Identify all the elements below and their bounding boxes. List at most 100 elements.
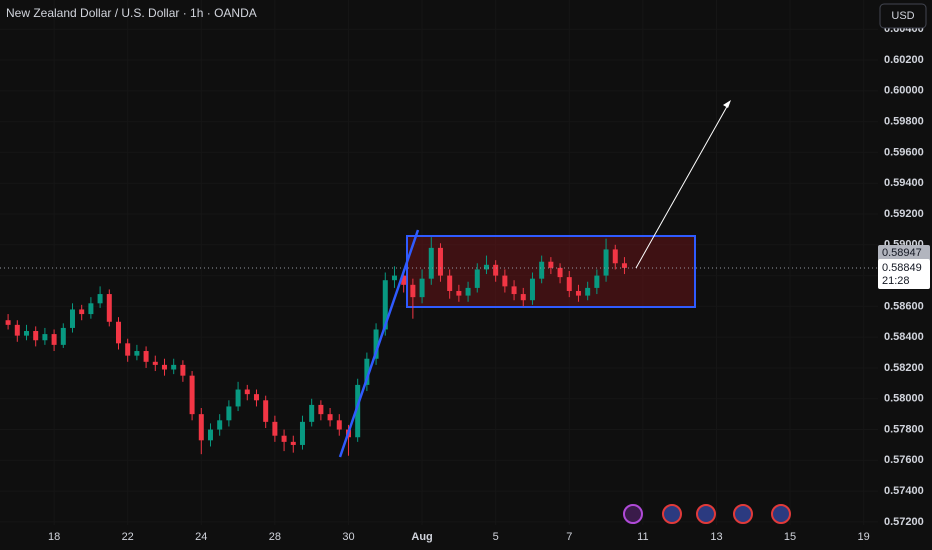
candle-body [171,364,177,370]
arrow-head [723,100,731,108]
candle-body [88,303,94,315]
candle-body [391,275,397,281]
candle-body [97,294,103,304]
projection-arrow [635,102,730,269]
event-icon[interactable] [623,504,643,524]
candle-body [410,284,416,298]
candle-body [244,389,250,395]
candles-layer [0,237,878,456]
candle-body [318,404,324,415]
candle-body [382,280,388,330]
candle-body [235,389,241,407]
candle-body [327,414,333,421]
event-icon[interactable] [733,504,753,524]
y-tick-label: 0.60200 [884,54,924,66]
candle-body [612,249,618,264]
price-countdown: 21:28 [882,275,910,287]
y-tick-label: 0.57600 [884,454,924,466]
candle-body [520,294,526,301]
price-label: 0.58849 [882,262,922,274]
y-tick-label: 0.57400 [884,485,924,497]
candle-body [437,247,443,276]
candle-body [263,400,269,422]
y-tick-label: 0.57200 [884,516,924,528]
x-tick-label: 11 [637,531,648,543]
x-tick-label: 30 [342,531,354,543]
candle-body [189,375,195,415]
candle-body [548,261,554,268]
x-tick-label: 28 [269,531,281,543]
currency-button[interactable] [879,3,927,29]
candle-body [493,264,499,276]
event-icon[interactable] [771,504,791,524]
candle-body [14,324,20,336]
candle-body [115,321,121,344]
candle-body [557,267,563,278]
candle-body [253,394,259,401]
candle-body [180,364,186,376]
price-label-box [878,259,930,290]
candle-body [106,294,112,322]
candle-body [134,351,140,356]
candle-body [456,290,462,296]
candle-body [419,278,425,298]
candle-body [465,287,471,296]
y-tick-label: 0.58000 [884,393,924,405]
candle-body [529,278,535,301]
candle-body [502,275,508,287]
candle-body [373,329,379,359]
y-tick-label: 0.57800 [884,423,924,435]
candle-body [69,309,75,328]
candle-body [401,275,407,285]
y-tick-label: 0.60000 [884,85,924,97]
x-tick-label: 19 [858,531,870,543]
candle-body [364,358,370,385]
candle-body [539,261,545,279]
currency-label[interactable]: USD [891,10,914,22]
price-label: 0.58947 [882,247,922,259]
chart-title: New Zealand Dollar / U.S. Dollar · 1h · … [6,6,257,20]
price-label-box [878,244,930,261]
candle-body [198,414,204,441]
candle-body [161,364,167,370]
candle-body [336,420,342,430]
candle-body [281,435,287,442]
trend-line [338,229,420,458]
event-icon[interactable] [662,504,682,524]
candle-body [594,275,600,288]
candle-body [143,351,149,362]
candle-body [585,287,591,296]
x-tick-label: 5 [493,531,499,543]
candle-body [33,331,39,341]
event-icons [623,504,791,524]
y-tick-label: 0.59600 [884,146,924,158]
candle-body [428,247,434,279]
y-tick-label: 0.60400 [884,23,924,35]
y-tick-label: 0.58400 [884,331,924,343]
x-tick-label: 7 [566,531,572,543]
candle-body [299,421,305,445]
y-tick-label: 0.58600 [884,300,924,312]
x-tick-label: 13 [710,531,722,543]
candle-body [79,309,85,315]
candle-body [603,249,609,276]
y-tick-label: 0.59400 [884,177,924,189]
candle-body [483,264,489,270]
candle-body [621,263,627,268]
x-tick-label: Aug [411,531,432,543]
candle-body [42,334,48,341]
x-tick-label: 15 [784,531,796,543]
candle-body [511,286,517,295]
candle-body [447,275,453,291]
candle-body [272,421,278,436]
y-tick-label: 0.59200 [884,208,924,220]
candle-body [355,384,361,438]
axis-layer: 0.60400 0.60200 0.60000 0.59800 0.59600 0.594… [48,0,932,550]
candle-body [207,429,213,441]
y-tick-label: 0.59800 [884,116,924,128]
event-icon[interactable] [696,504,716,524]
candle-body [51,334,57,345]
candle-body [566,277,572,291]
